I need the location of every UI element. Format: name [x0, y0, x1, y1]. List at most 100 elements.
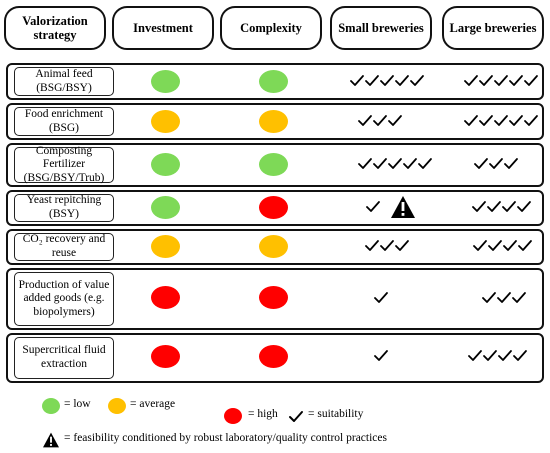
check-mark — [418, 158, 432, 169]
check-mark — [489, 158, 503, 169]
large-suitability-checks — [482, 292, 526, 303]
large-suitability-checks — [472, 201, 531, 212]
check-mark — [374, 292, 388, 303]
check-mark — [358, 115, 372, 126]
row-co2-recovery: CO₂ recovery and reuse — [6, 229, 544, 265]
check-mark — [365, 240, 379, 251]
check-mark — [350, 75, 364, 86]
check-mark — [474, 158, 488, 169]
strategy-label: Yeast repitching (BSY) — [14, 194, 114, 222]
check-mark — [524, 75, 538, 86]
complexity-indicator — [259, 286, 288, 309]
check-mark — [468, 350, 482, 361]
check-mark — [395, 240, 409, 251]
check-mark — [479, 75, 493, 86]
check-mark — [509, 115, 523, 126]
large-suitability-checks — [474, 158, 518, 169]
warning-icon — [391, 196, 415, 218]
header-valorization-strategy: Valorization strategy — [4, 6, 106, 50]
check-mark — [366, 201, 380, 212]
small-suitability-checks — [374, 292, 388, 303]
investment-indicator — [151, 70, 180, 93]
legend-suitability-label: = suitability — [308, 408, 364, 420]
check-mark — [524, 115, 538, 126]
check-mark — [512, 292, 526, 303]
row-yeast-repitching: Yeast repitching (BSY) — [6, 190, 544, 226]
check-mark — [395, 75, 409, 86]
small-suitability-checks — [374, 350, 388, 361]
investment-indicator — [151, 110, 180, 133]
check-mark — [473, 240, 487, 251]
header-large-breweries: Large breweries — [442, 6, 544, 50]
investment-indicator — [151, 235, 180, 258]
investment-indicator — [151, 286, 180, 309]
check-mark — [472, 201, 486, 212]
check-mark — [487, 201, 501, 212]
check-mark — [502, 201, 516, 212]
small-suitability-checks — [350, 75, 424, 86]
check-mark — [504, 158, 518, 169]
investment-indicator — [151, 196, 180, 219]
check-mark — [482, 292, 496, 303]
check-mark — [373, 115, 387, 126]
legend-warning-label: = feasibility conditioned by robust labo… — [64, 432, 387, 444]
check-mark — [388, 158, 402, 169]
check-mark — [498, 350, 512, 361]
check-mark — [380, 75, 394, 86]
legend-high-label: = high — [248, 408, 278, 420]
check-mark — [503, 240, 517, 251]
check-mark — [380, 240, 394, 251]
check-mark — [483, 350, 497, 361]
small-suitability-checks — [358, 115, 402, 126]
check-mark — [358, 158, 372, 169]
header-complexity: Complexity — [220, 6, 322, 50]
complexity-indicator — [259, 196, 288, 219]
large-suitability-checks — [473, 240, 532, 251]
strategy-label: Animal feed (BSG/BSY) — [14, 67, 114, 96]
complexity-indicator — [259, 70, 288, 93]
complexity-indicator — [259, 345, 288, 368]
check-mark — [464, 75, 478, 86]
strategy-label: Food enrichment (BSG) — [14, 107, 114, 136]
legend-low-label: = low — [64, 398, 91, 410]
header-small-breweries: Small breweries — [330, 6, 432, 50]
check-mark — [494, 75, 508, 86]
strategy-label: Composting Fertilizer (BSG/BSY/Trub) — [14, 145, 114, 184]
row-composting-fertilizer: Composting Fertilizer (BSG/BSY/Trub) — [6, 143, 544, 187]
row-value-added-goods: Production of value added goods (e.g. bi… — [6, 268, 544, 330]
check-mark — [464, 115, 478, 126]
check-mark — [494, 115, 508, 126]
strategy-label: CO₂ recovery and reuse — [14, 233, 114, 261]
small-suitability-checks — [366, 201, 380, 212]
check-mark — [518, 240, 532, 251]
row-supercritical-fluid-extraction: Supercritical fluid extraction — [6, 333, 544, 383]
check-mark — [388, 115, 402, 126]
legend-average-dot — [108, 398, 126, 414]
legend-warning-icon — [43, 432, 59, 448]
strategy-label: Production of value added goods (e.g. bi… — [14, 272, 114, 326]
check-mark — [365, 75, 379, 86]
small-suitability-checks — [365, 240, 409, 251]
row-food-enrichment: Food enrichment (BSG) — [6, 103, 544, 140]
check-mark — [509, 75, 523, 86]
legend-check-icon — [289, 411, 303, 422]
strategy-label: Supercritical fluid extraction — [14, 337, 114, 379]
check-mark — [410, 75, 424, 86]
large-suitability-checks — [468, 350, 527, 361]
check-mark — [513, 350, 527, 361]
row-animal-feed: Animal feed (BSG/BSY) — [6, 63, 544, 100]
legend-average-label: = average — [130, 398, 176, 410]
legend-low-dot — [42, 398, 60, 414]
investment-indicator — [151, 153, 180, 176]
check-mark — [479, 115, 493, 126]
investment-indicator — [151, 345, 180, 368]
complexity-indicator — [259, 110, 288, 133]
check-mark — [497, 292, 511, 303]
small-suitability-checks — [358, 158, 432, 169]
check-mark — [517, 201, 531, 212]
check-mark — [488, 240, 502, 251]
large-suitability-checks — [464, 75, 538, 86]
complexity-indicator — [259, 235, 288, 258]
check-mark — [374, 350, 388, 361]
legend-high-dot — [224, 408, 242, 424]
